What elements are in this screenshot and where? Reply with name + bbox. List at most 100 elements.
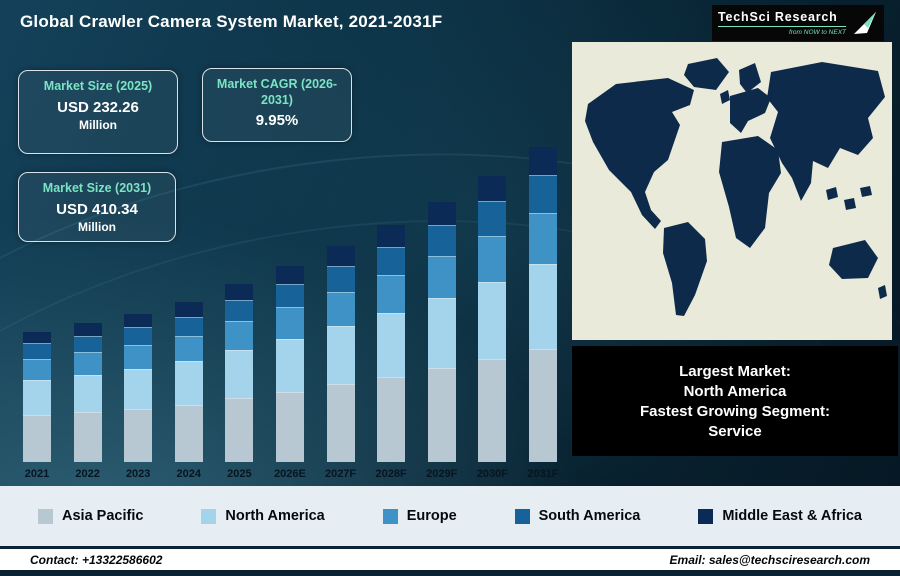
card-label: Market CAGR (2026-2031): [216, 77, 338, 107]
bar-column: 2022: [63, 132, 113, 480]
world-map-panel: [572, 42, 892, 340]
bar-stack: [326, 132, 355, 462]
bar-segment: [73, 323, 102, 336]
legend-item: South America: [514, 508, 641, 524]
bar-segment: [23, 358, 51, 380]
x-axis-label: 2028F: [375, 468, 407, 480]
largest-market-callout: Largest Market: North America Fastest Gr…: [572, 346, 898, 456]
page-title: Global Crawler Camera System Market, 202…: [20, 12, 443, 31]
bar-segment: [275, 265, 304, 284]
logo-divider: [718, 26, 846, 27]
bar-segment: [225, 397, 254, 462]
bar-stack: [275, 132, 304, 462]
bar-segment: [478, 201, 507, 236]
bar-column: 2030F: [467, 132, 517, 480]
bar-segment: [427, 201, 456, 226]
bar-column: 2031F: [518, 132, 568, 480]
bar-segment: [275, 391, 304, 462]
bar-segment: [377, 246, 406, 275]
legend-label: Asia Pacific: [62, 508, 144, 524]
callout-line: Fastest Growing Segment:: [639, 402, 831, 420]
x-axis-label: 2021: [24, 468, 50, 480]
market-size-2025-card: Market Size (2025) USD 232.26 Million: [18, 70, 178, 154]
footer-bar: Contact: +13322586602 Email: sales@techs…: [0, 546, 900, 576]
bar-segment: [326, 384, 355, 462]
card-value: 9.95%: [255, 112, 299, 130]
bar-segment: [73, 374, 102, 412]
legend-swatch: [201, 508, 217, 524]
x-axis-label: 2025: [227, 468, 252, 480]
legend-label: Europe: [406, 508, 457, 524]
legend-label: South America: [538, 508, 641, 524]
bar-segment: [174, 404, 203, 462]
bar-segment: [275, 338, 304, 392]
card-value: USD 232.26: [57, 98, 139, 116]
bar-segment: [528, 348, 557, 462]
legend-swatch: [698, 508, 714, 524]
logo-arrow-icon: [854, 12, 876, 34]
x-axis-label: 2023: [125, 468, 151, 480]
bar-column: 2021: [12, 132, 62, 480]
bar-segment: [124, 345, 153, 369]
x-axis-label: 2026E: [274, 468, 306, 480]
world-map: [572, 42, 892, 340]
contact-phone: Contact: +13322586602: [30, 552, 163, 567]
bar-segment: [73, 335, 102, 353]
bar-segment: [225, 283, 254, 300]
bar-segment: [326, 326, 355, 385]
bar-segment: [225, 349, 254, 398]
x-axis-label: 2022: [75, 468, 100, 480]
bar-segment: [377, 225, 406, 247]
footer-band: Contact: +13322586602 Email: sales@techs…: [0, 549, 900, 570]
legend-label: Middle East & Africa: [722, 508, 862, 524]
bar-segment: [377, 312, 406, 377]
bar-column: 2028F: [366, 132, 416, 480]
bar-segment: [225, 321, 254, 350]
bar-stack: [427, 132, 456, 462]
bar-column: 2027F: [316, 132, 366, 480]
card-value: USD 410.34: [56, 200, 138, 218]
techsci-logo: TechSci Research from NOW to NEXT: [712, 5, 884, 41]
legend-item: Europe: [382, 508, 457, 524]
bar-segment: [427, 256, 456, 298]
bar-stack: [23, 132, 51, 462]
bar-segment: [478, 235, 507, 282]
bar-segment: [174, 361, 203, 405]
bar-segment: [326, 246, 355, 266]
bar-stack: [73, 132, 102, 462]
x-axis-label: 2029F: [426, 468, 458, 480]
logo-tagline: from NOW to NEXT: [788, 29, 846, 36]
bar-column: 2029F: [417, 132, 467, 480]
bar-segment: [528, 147, 557, 176]
bar-stack: [528, 132, 557, 462]
x-axis-label: 2031F: [527, 468, 559, 480]
callout-line: Largest Market:: [679, 362, 791, 380]
bar-segment: [478, 358, 507, 462]
bar-segment: [427, 368, 456, 462]
bar-segment: [124, 408, 153, 462]
card-label: Market Size (2031): [42, 181, 152, 195]
bar-stack: [377, 132, 406, 462]
bar-stack: [478, 132, 507, 462]
bar-segment: [377, 274, 406, 313]
bar-segment: [73, 352, 102, 375]
x-axis-label: 2027F: [324, 468, 357, 480]
bar-chart: 2021 2022 2023 2024 2025 2026E 2027F 2028F 2029F…: [12, 102, 568, 480]
bar-segment: [528, 175, 557, 214]
bar-segment: [275, 307, 304, 339]
bar-segment: [124, 368, 153, 409]
bar-segment: [326, 291, 355, 327]
bar-segment: [124, 313, 153, 328]
bar-segment: [73, 412, 102, 462]
bar-column: 2023: [113, 132, 163, 480]
bar-segment: [478, 281, 507, 359]
bar-stack: [174, 132, 203, 462]
callout-line: Service: [708, 422, 762, 440]
legend-label: North America: [225, 508, 325, 524]
x-axis-label: 2030F: [476, 468, 508, 480]
legend-swatch: [514, 508, 530, 524]
bar-segment: [225, 299, 254, 322]
bar-segment: [377, 376, 406, 462]
bar-segment: [275, 283, 304, 308]
bar-segment: [427, 225, 456, 257]
